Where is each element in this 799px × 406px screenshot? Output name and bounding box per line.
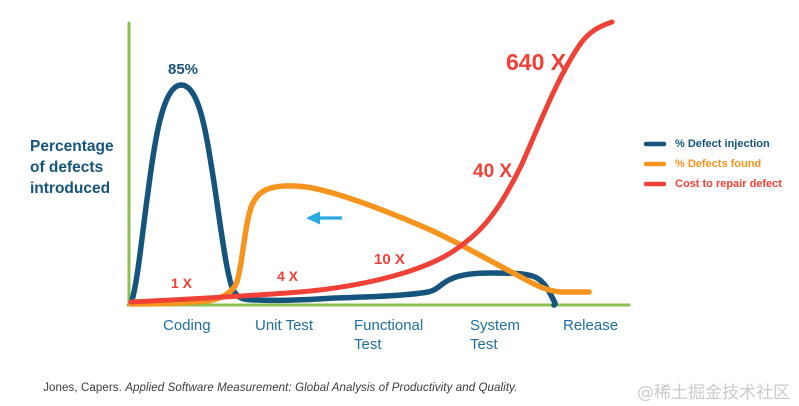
x-label-release: Release — [563, 317, 619, 334]
watermark: @稀土掘金技术社区 — [637, 383, 790, 403]
cost-1x-label: 1 X — [171, 275, 193, 291]
cost-640x-label: 640 X — [506, 49, 567, 75]
legend: % Defect injection % Defects found Cost … — [644, 138, 782, 190]
citation-title: Applied Software Measurement: Global Ana… — [125, 382, 518, 394]
legend-item-defect-injection: % Defect injection — [644, 138, 782, 150]
cost-40x-label: 40 X — [473, 161, 513, 182]
legend-label: Cost to repair defect — [675, 178, 782, 190]
navy-line-swatch-icon — [644, 141, 666, 147]
peak-85-label: 85% — [168, 61, 199, 78]
y-axis-label-line: Percentage — [30, 138, 114, 155]
red-line-swatch-icon — [644, 181, 666, 187]
arrow-head — [306, 211, 320, 225]
x-label-unit-test: Unit Test — [255, 317, 314, 334]
citation: Jones, Capers. Applied Software Measurem… — [30, 370, 517, 406]
cost-4x-label: 4 X — [277, 268, 299, 284]
x-label-system-test: System Test — [470, 317, 521, 353]
x-label-coding: Coding — [163, 317, 211, 334]
defect-injection-curve — [128, 82, 558, 308]
y-axis-label: Percentage of defects introduced — [30, 136, 140, 199]
legend-item-defects-found: % Defects found — [644, 158, 782, 170]
cost-10x-label: 10 X — [374, 251, 405, 268]
orange-line-swatch-icon — [644, 161, 666, 167]
shift-left-arrow-icon — [306, 211, 342, 225]
legend-label: % Defects found — [675, 158, 762, 170]
legend-label: % Defect injection — [675, 138, 770, 150]
y-axis-label-line: introduced — [30, 180, 111, 197]
legend-item-cost-to-repair: Cost to repair defect — [644, 178, 782, 190]
cost-to-repair-curve — [128, 19, 615, 305]
x-label-functional-test: Functional Test — [354, 317, 424, 353]
citation-authors: Jones, Capers. — [43, 382, 126, 394]
y-axis-label-line: of defects — [30, 159, 104, 176]
